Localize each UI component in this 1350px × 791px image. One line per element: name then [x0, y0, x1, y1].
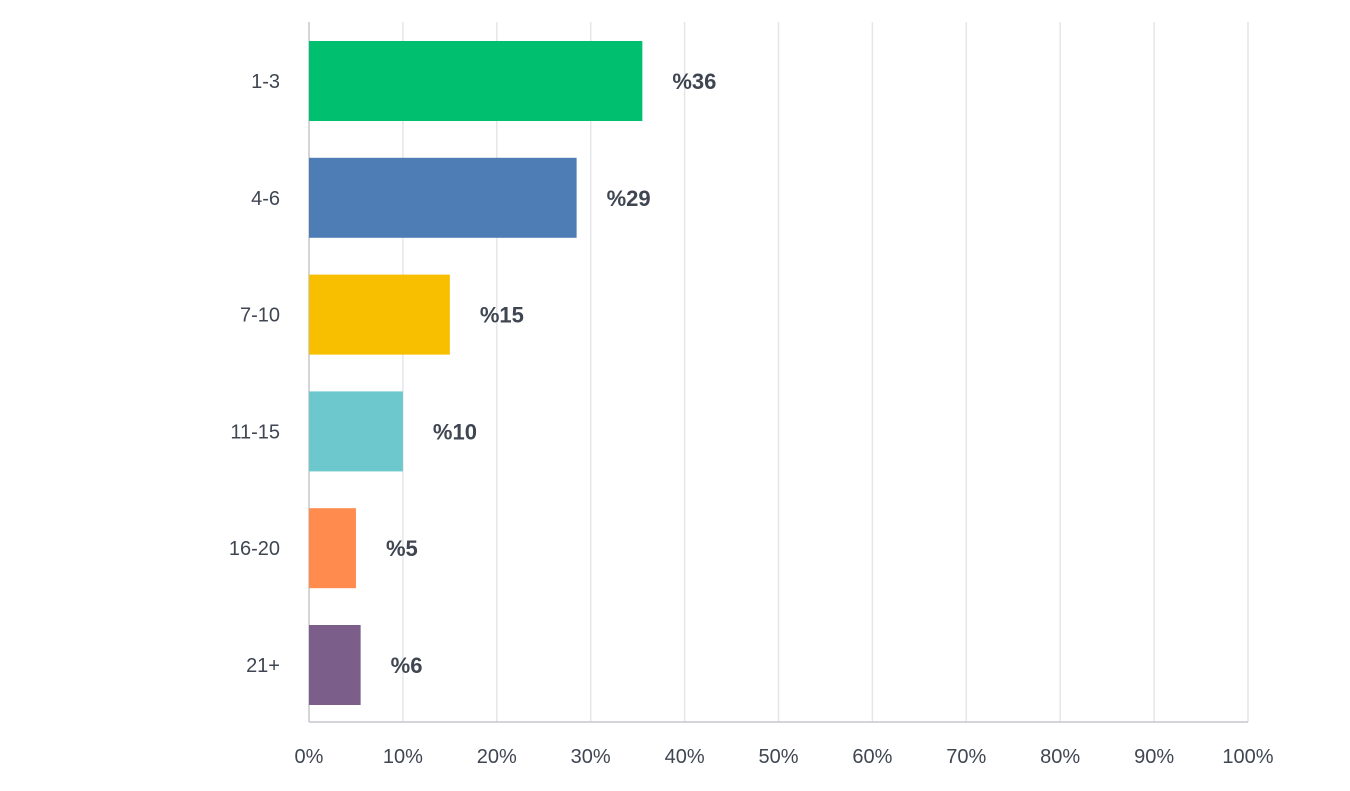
x-tick-label-100: 100%: [1222, 746, 1273, 768]
bar-16-20: [309, 508, 356, 589]
value-label-1-3: %36: [672, 69, 716, 94]
bar-11-15: [309, 391, 403, 472]
x-tick-label-80: 80%: [1040, 746, 1080, 768]
bar-4-6: [309, 157, 577, 238]
bar-layer: [309, 41, 643, 705]
x-tick-label-0: 0%: [295, 746, 324, 768]
category-label-4-6: 4-6: [251, 188, 280, 210]
category-label-21+: 21+: [246, 655, 280, 677]
value-label-21+: %6: [391, 653, 423, 678]
x-tick-label-70: 70%: [946, 746, 986, 768]
label-layer: 0% 10% 20% 30% 40% 50% 60% 70% 80% 90% 100% 1-3 %36 4…: [229, 69, 1274, 768]
category-label-11-15: 11-15: [230, 421, 280, 443]
x-tick-label-50: 50%: [758, 746, 798, 768]
x-tick-label-10: 10%: [383, 746, 423, 768]
bar-1-3: [309, 41, 643, 121]
x-tick-label-90: 90%: [1134, 746, 1174, 768]
category-label-7-10: 7-10: [240, 305, 280, 327]
value-label-7-10: %15: [480, 303, 524, 328]
x-tick-label-30: 30%: [571, 746, 611, 768]
value-label-4-6: %29: [607, 186, 651, 211]
category-label-16-20: 16-20: [229, 538, 280, 560]
category-label-1-3: 1-3: [251, 71, 280, 93]
value-label-16-20: %5: [386, 536, 418, 561]
x-tick-label-20: 20%: [477, 746, 517, 768]
bar-21+: [309, 625, 361, 705]
x-tick-label-40: 40%: [665, 746, 705, 768]
axis-layer: [308, 22, 1248, 723]
grid-layer: [402, 22, 1249, 722]
x-tick-label-60: 60%: [852, 746, 892, 768]
value-label-11-15: %10: [433, 419, 477, 444]
bar-7-10: [309, 274, 450, 355]
